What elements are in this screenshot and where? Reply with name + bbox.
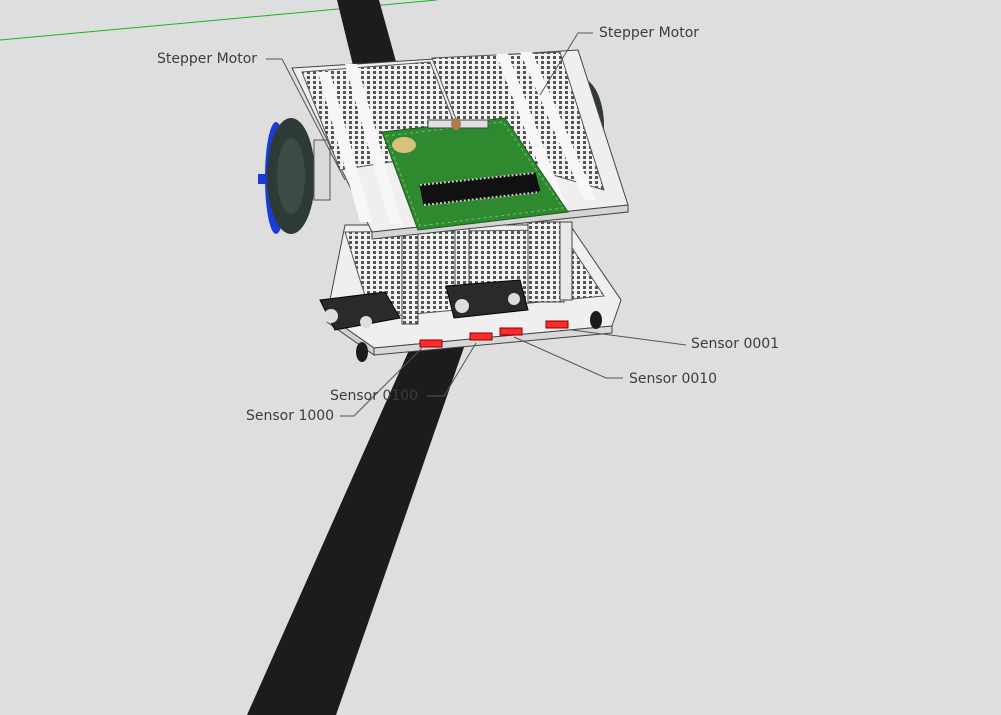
stepper-motor-right-label: Stepper Motor (599, 25, 700, 41)
leader-sensor-0100 (427, 342, 477, 397)
leader-stepper-left (266, 58, 346, 181)
right-caster (590, 311, 602, 329)
center-distance-sensor (445, 279, 529, 319)
sensor-1000-led (419, 339, 443, 348)
stepper-motor-left-label: Stepper Motor (157, 51, 258, 67)
sensor-0010-label: Sensor 0010 (629, 371, 718, 387)
leader-stepper-right (539, 32, 593, 96)
left-wheel (258, 118, 331, 234)
sensor-0100-led (469, 332, 493, 341)
sensor-0001-label: Sensor 0001 (691, 336, 780, 352)
left-caster (356, 342, 368, 362)
leader-sensor-0001 (571, 329, 687, 346)
sensor-0001-led (545, 320, 569, 329)
leader-sensor-0010 (513, 336, 623, 379)
sensor-0100-label: Sensor 0100 (330, 388, 419, 404)
sensor-0010-led (499, 327, 523, 336)
pcb-board (381, 117, 569, 231)
leader-sensor-1000 (340, 347, 423, 417)
left-distance-sensor (319, 291, 401, 331)
sensor-1000-label: Sensor 1000 (246, 408, 335, 424)
